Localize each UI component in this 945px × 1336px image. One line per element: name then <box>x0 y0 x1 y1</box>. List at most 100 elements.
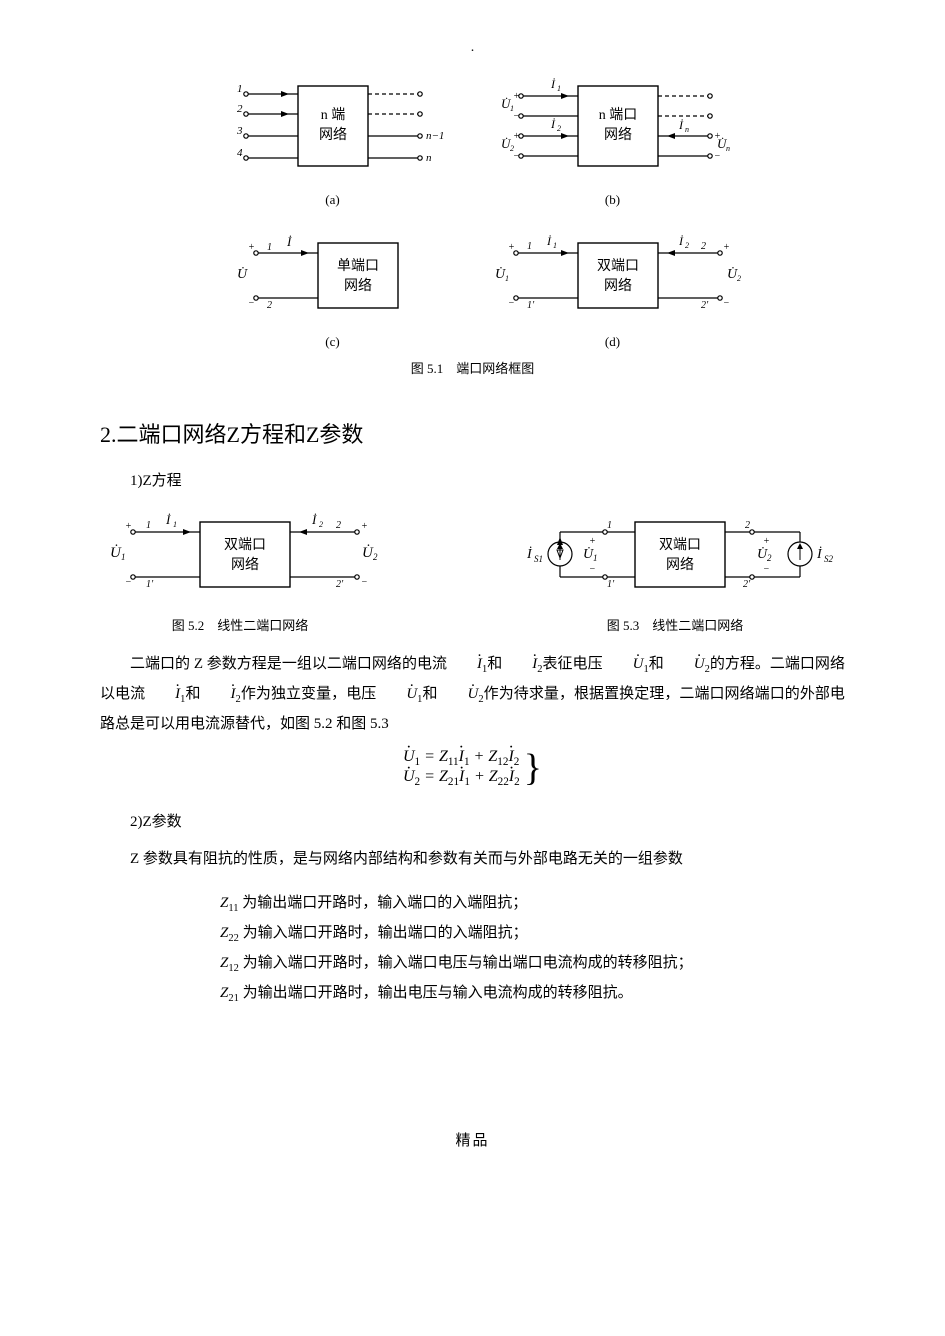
fig51-panel-a: n 端 网络 1 2 3 4 <box>213 76 453 208</box>
svg-text:网络: 网络 <box>604 127 632 143</box>
svg-text:1: 1 <box>267 242 272 253</box>
svg-text:n 端口: n 端口 <box>598 107 637 123</box>
svg-text:2: 2 <box>701 241 706 252</box>
svg-text:İ: İ <box>550 117 556 131</box>
svg-text:1: 1 <box>146 520 151 531</box>
svg-text:1: 1 <box>593 553 598 563</box>
svg-text:2′: 2′ <box>743 579 751 590</box>
svg-text:İ: İ <box>550 77 556 91</box>
figure-5-3: 双端口 网络 İS1 1 1′ + U̇1 <box>505 504 845 634</box>
svg-text:2′: 2′ <box>336 579 344 590</box>
svg-text:2: 2 <box>319 520 323 529</box>
svg-text:n: n <box>685 125 689 134</box>
fig51-d-label: (d) <box>605 334 620 350</box>
fig51-d-svg: 双端口 网络 İ1 +1 −1′ U̇1 İ2 2+ <box>483 228 743 328</box>
svg-text:İ: İ <box>165 512 171 527</box>
page-footer: 精品 <box>100 1129 845 1150</box>
svg-text:网络: 网络 <box>604 278 632 294</box>
svg-text:1: 1 <box>557 84 561 93</box>
fig53-svg: 双端口 网络 İS1 1 1′ + U̇1 <box>505 504 845 609</box>
svg-text:n 端: n 端 <box>320 107 345 123</box>
svg-text:3: 3 <box>236 125 243 137</box>
fig51-a-label: (a) <box>325 192 339 208</box>
svg-text:İ: İ <box>678 234 684 248</box>
svg-text:+: + <box>248 242 255 253</box>
fig51-b-svg: n 端口 网络 İ1 İ2 U̇1 U̇2 +− +− <box>483 76 743 186</box>
fig51-caption: 图 5.1 端口网络框图 <box>100 358 845 377</box>
svg-text:−: − <box>248 298 255 309</box>
svg-text:2: 2 <box>557 124 561 133</box>
svg-text:+: + <box>723 242 730 253</box>
svg-text:+: + <box>589 536 596 547</box>
fig51-panel-b: n 端口 网络 İ1 İ2 U̇1 U̇2 +− +− <box>483 76 743 208</box>
figure-5-1: n 端 网络 1 2 3 4 <box>213 76 733 350</box>
svg-text:2: 2 <box>745 520 750 531</box>
svg-text:网络: 网络 <box>344 278 372 294</box>
fig51-c-label: (c) <box>325 334 339 350</box>
svg-text:2: 2 <box>737 274 741 283</box>
z-param-lines: Z11 为输出端口开路时，输入端口的入端阻抗； Z22 为输入端口开路时，输出端… <box>220 889 845 1009</box>
fig52-caption: 图 5.2 线性二端口网络 <box>172 615 309 634</box>
svg-text:−: − <box>714 151 721 162</box>
svg-text:网络: 网络 <box>231 557 259 573</box>
section2-sub1: 1)Z方程 <box>130 469 845 490</box>
fig53-caption: 图 5.3 线性二端口网络 <box>607 615 744 634</box>
svg-text:2: 2 <box>237 103 243 115</box>
svg-text:S2: S2 <box>824 554 834 564</box>
section2-heading: 2.二端口网络Z方程和Z参数 <box>100 417 845 449</box>
param-line-z12: Z12 为输入端口开路时，输入端口电压与输出端口电流构成的转移阻抗； <box>220 949 845 979</box>
fig51-a-svg: n 端 网络 1 2 3 4 <box>213 76 453 186</box>
svg-text:1: 1 <box>553 241 557 250</box>
param-line-z22: Z22 为输入端口开路时，输出端口的入端阻抗； <box>220 919 845 949</box>
svg-text:+: + <box>714 131 721 142</box>
param-line-z21: Z21 为输出端口开路时，输出电压与输入电流构成的转移阻抗。 <box>220 979 845 1009</box>
svg-text:+: + <box>513 131 520 142</box>
fig52-svg: 双端口 网络 İ1 +1 −1′ U̇1 İ2 2+ <box>100 504 380 609</box>
svg-text:İ: İ <box>546 234 552 248</box>
svg-text:+: + <box>508 242 515 253</box>
svg-text:−: − <box>513 151 520 162</box>
z-equation-paragraph: 二端口的 Z 参数方程是一组以二端口网络的电流I1和I2表征电压U1和U2的方程… <box>100 650 845 738</box>
svg-text:4: 4 <box>237 147 243 159</box>
z-param-intro: Z 参数具有阻抗的性质，是与网络内部结构和参数有关而与外部电路无关的一组参数 <box>100 845 845 874</box>
header-dot: . <box>100 40 845 56</box>
svg-text:1: 1 <box>527 241 532 252</box>
param-line-z11: Z11 为输出端口开路时，输入端口的入端阻抗； <box>220 889 845 919</box>
fig51-c-svg: 单端口 网络 İ +1 −2 U̇ <box>223 228 443 328</box>
figure-5-2: 双端口 网络 İ1 +1 −1′ U̇1 İ2 2+ <box>100 504 380 634</box>
svg-text:双端口: 双端口 <box>659 537 701 553</box>
svg-text:+: + <box>361 521 368 532</box>
svg-text:1: 1 <box>607 520 612 531</box>
svg-text:网络: 网络 <box>666 557 694 573</box>
svg-text:双端口: 双端口 <box>224 537 266 553</box>
svg-text:İ: İ <box>311 512 317 527</box>
svg-text:İ: İ <box>678 118 684 132</box>
fig51-b-label: (b) <box>605 192 620 208</box>
svg-text:2: 2 <box>373 552 378 562</box>
svg-text:双端口: 双端口 <box>597 258 639 274</box>
svg-text:+: + <box>125 521 132 532</box>
svg-text:2: 2 <box>685 241 689 250</box>
svg-text:n: n <box>726 144 730 153</box>
svg-text:1′: 1′ <box>527 300 535 311</box>
svg-text:网络: 网络 <box>319 127 347 143</box>
svg-text:−: − <box>589 564 596 575</box>
svg-text:−: − <box>508 298 515 309</box>
svg-text:İ: İ <box>286 234 292 249</box>
z-equations: U1 = Z11I1 + Z12I2 U2 = Z21I1 + Z22I2 } <box>100 746 845 790</box>
svg-text:+: + <box>513 91 520 102</box>
svg-text:1: 1 <box>173 520 177 529</box>
svg-text:单端口: 单端口 <box>337 258 379 274</box>
svg-text:2: 2 <box>767 553 772 563</box>
fig51-panel-d: 双端口 网络 İ1 +1 −1′ U̇1 İ2 2+ <box>483 228 743 350</box>
section2-sub2: 2)Z参数 <box>130 810 845 831</box>
svg-text:n−1: n−1 <box>426 130 444 142</box>
svg-text:−: − <box>763 564 770 575</box>
svg-text:1: 1 <box>505 274 509 283</box>
svg-text:1: 1 <box>237 83 243 95</box>
svg-text:S1: S1 <box>534 554 543 564</box>
svg-text:U̇: U̇ <box>237 266 248 282</box>
svg-text:1: 1 <box>121 552 126 562</box>
svg-text:İ: İ <box>816 546 823 562</box>
svg-text:2: 2 <box>336 520 341 531</box>
